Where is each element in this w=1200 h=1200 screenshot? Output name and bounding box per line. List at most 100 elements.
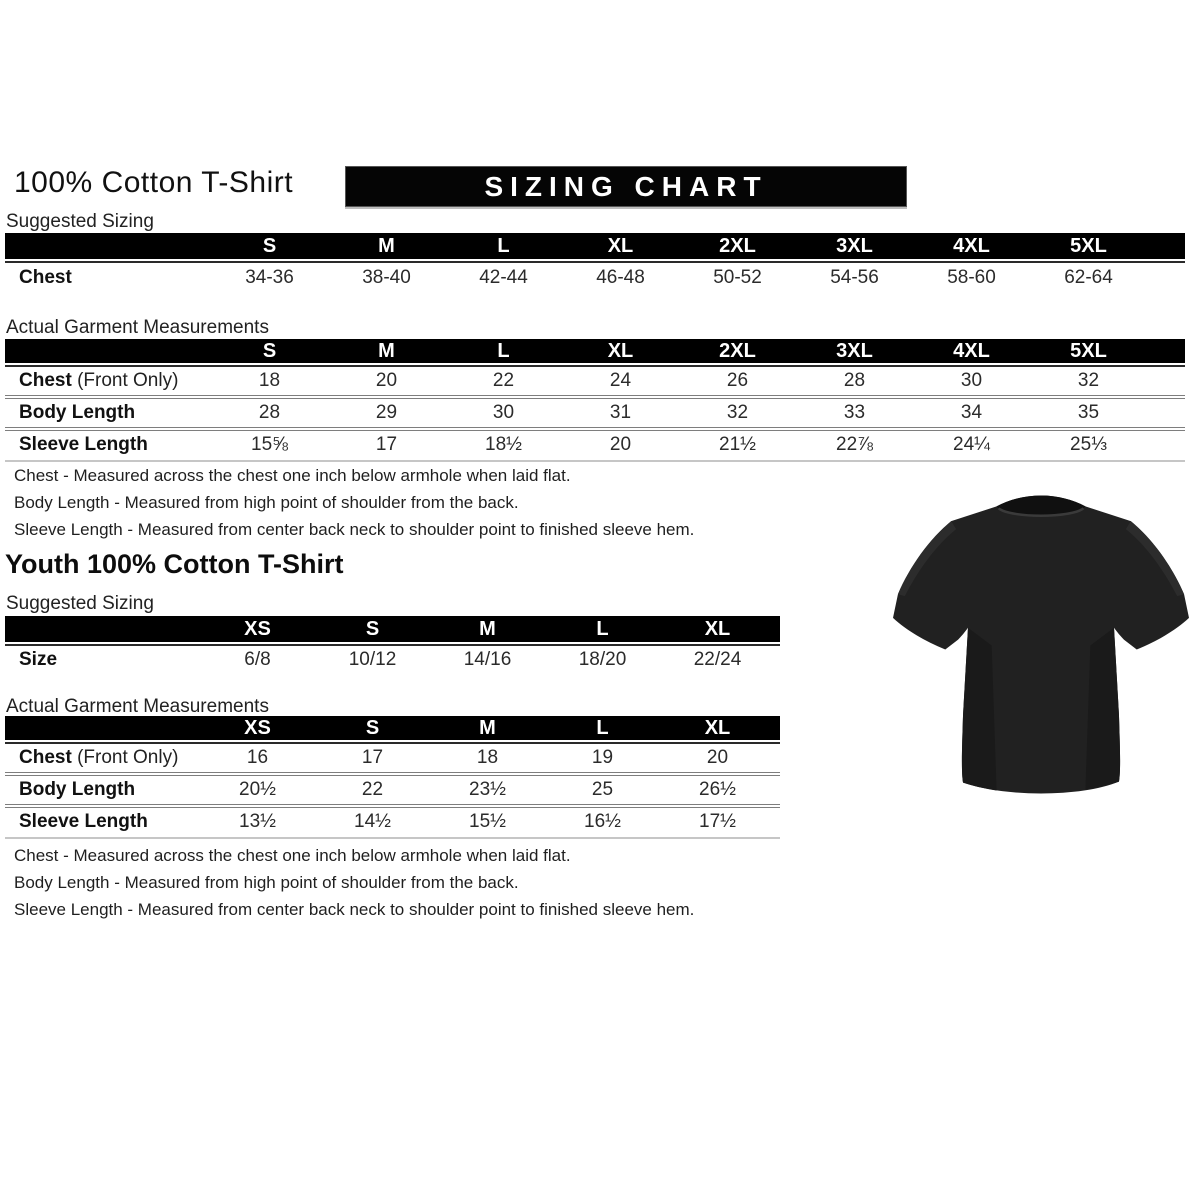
cell: 35 (1077, 402, 1100, 423)
cell: 14½ (354, 811, 391, 832)
youth-actual-measurements-label: Actual Garment Measurements (6, 696, 269, 717)
adult-measurement-notes: Chest - Measured across the chest one in… (14, 462, 694, 543)
cell: 16 (246, 747, 269, 768)
cell: 16½ (584, 811, 621, 832)
adult-suggested-sizing-table: S M L XL 2XL 3XL 4XL 5XL Chest 34-36 38-… (5, 233, 1185, 293)
note-sleeve-length: Sleeve Length - Measured from center bac… (14, 900, 695, 919)
adult-chest-row: Chest (Front Only) 18 20 22 24 26 28 30 … (5, 367, 1185, 395)
row-label: Sleeve Length (19, 811, 148, 832)
cell: 42-44 (479, 267, 528, 288)
cell: 34 (960, 402, 983, 423)
sizing-chart-banner-text: SIZING CHART (484, 170, 768, 202)
cell: 10/12 (348, 649, 397, 670)
cell: 62-64 (1064, 267, 1113, 288)
size-col-header: XL (704, 617, 731, 640)
size-col-header: S (262, 234, 277, 257)
cell: 20 (375, 370, 398, 391)
adult-suggested-sizing-label: Suggested Sizing (6, 211, 154, 232)
cell: 19 (591, 747, 614, 768)
size-col-header: L (596, 617, 609, 640)
cell: 30 (492, 402, 515, 423)
size-col-header: L (497, 234, 510, 257)
cell: 23½ (469, 779, 506, 800)
table-rule (5, 742, 780, 744)
row-label: Size (19, 649, 58, 670)
adult-actual-header-row: S M L XL 2XL 3XL 4XL 5XL (5, 339, 1185, 363)
youth-body-length-row: Body Length 20½ 22 23½ 25 26½ (5, 772, 780, 804)
row-label: Sleeve Length (19, 434, 148, 455)
adult-actual-measurements-label: Actual Garment Measurements (6, 317, 269, 338)
adult-actual-measurements-table: S M L XL 2XL 3XL 4XL 5XL Chest (Front On… (5, 339, 1185, 462)
row-label: Chest (Front Only) (19, 747, 179, 768)
cell: 54-56 (830, 267, 879, 288)
youth-suggested-header-row: XS S M L XL (5, 616, 780, 642)
youth-suggested-sizing-table: XS S M L XL Size 6/8 10/12 14/16 18/20 2… (5, 616, 780, 674)
cell: 26 (726, 370, 749, 391)
size-col-header: S (365, 617, 380, 640)
row-label: Chest (19, 267, 72, 288)
cell: 22/24 (693, 649, 742, 670)
cell: 18½ (485, 434, 522, 455)
cell: 24¼ (953, 434, 990, 455)
cell: 15½ (469, 811, 506, 832)
cell: 31 (609, 402, 632, 423)
cell: 22⅞ (836, 434, 873, 455)
size-col-header: XL (607, 339, 634, 362)
note-sleeve-length: Sleeve Length - Measured from center bac… (14, 520, 695, 539)
cell: 28 (258, 402, 281, 423)
cell: 20 (706, 747, 729, 768)
cell: 29 (375, 402, 398, 423)
cell: 26½ (699, 779, 736, 800)
table-rule (5, 837, 780, 839)
size-col-header: XS (244, 716, 271, 739)
sizing-chart-banner: SIZING CHART (345, 166, 907, 207)
cell: 25⅓ (1070, 434, 1107, 455)
size-col-header: M (378, 339, 395, 362)
cell: 30 (960, 370, 983, 391)
cell: 28 (843, 370, 866, 391)
row-label: Chest (Front Only) (19, 370, 179, 391)
cell: 32 (726, 402, 749, 423)
cell: 22 (492, 370, 515, 391)
cell: 17 (375, 434, 398, 455)
size-col-header: 3XL (836, 234, 873, 257)
youth-measurement-notes: Chest - Measured across the chest one in… (14, 842, 694, 923)
size-col-header: XS (244, 617, 271, 640)
cell: 38-40 (362, 267, 411, 288)
cell: 18/20 (578, 649, 627, 670)
note-chest: Chest - Measured across the chest one in… (14, 466, 571, 485)
cell: 50-52 (713, 267, 762, 288)
youth-suggested-sizing-label: Suggested Sizing (6, 593, 154, 614)
adult-suggested-header-row: S M L XL 2XL 3XL 4XL 5XL (5, 233, 1185, 259)
youth-size-row: Size 6/8 10/12 14/16 18/20 22/24 (5, 646, 780, 674)
size-col-header: 4XL (953, 339, 990, 362)
cell: 24 (609, 370, 632, 391)
cell: 15⅝ (251, 434, 288, 455)
size-col-header: 2XL (719, 234, 756, 257)
size-col-header: XL (607, 234, 634, 257)
cell: 17½ (699, 811, 736, 832)
cell: 34-36 (245, 267, 294, 288)
size-col-header: L (596, 716, 609, 739)
tshirt-image (893, 478, 1189, 813)
size-col-header: M (479, 716, 496, 739)
cell: 13½ (239, 811, 276, 832)
row-label: Body Length (19, 402, 136, 423)
cell: 25 (591, 779, 614, 800)
size-col-header: 5XL (1070, 234, 1107, 257)
adult-chest-range-row: Chest 34-36 38-40 42-44 46-48 50-52 54-5… (5, 263, 1185, 293)
cell: 46-48 (596, 267, 645, 288)
cell: 33 (843, 402, 866, 423)
table-rule (5, 460, 1185, 462)
size-col-header: 3XL (836, 339, 873, 362)
size-col-header: M (479, 617, 496, 640)
youth-sleeve-length-row: Sleeve Length 13½ 14½ 15½ 16½ 17½ (5, 804, 780, 836)
note-body-length: Body Length - Measured from high point o… (14, 493, 519, 512)
adult-body-length-row: Body Length 28 29 30 31 32 33 34 35 (5, 395, 1185, 427)
size-col-header: 4XL (953, 234, 990, 257)
cell: 22 (361, 779, 384, 800)
size-col-header: S (262, 339, 277, 362)
row-label: Body Length (19, 779, 136, 800)
size-col-header: XL (704, 716, 731, 739)
size-col-header: 5XL (1070, 339, 1107, 362)
